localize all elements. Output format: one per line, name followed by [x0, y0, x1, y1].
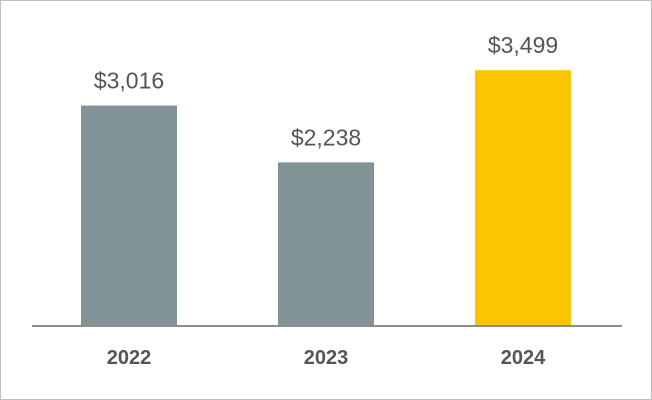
bars-group [81, 70, 571, 327]
bar-2022 [81, 105, 177, 327]
value-labels-group: $3,016 $2,238 $3,499 [94, 32, 558, 150]
category-label-2023: 2023 [304, 347, 349, 369]
bar-2023 [278, 162, 374, 326]
value-label-2023: $2,238 [291, 124, 361, 150]
category-label-2022: 2022 [107, 347, 152, 369]
category-label-2024: 2024 [501, 347, 546, 369]
category-labels-group: 2022 2023 2024 [107, 347, 546, 369]
bar-2024 [475, 70, 571, 326]
value-label-2022: $3,016 [94, 68, 164, 94]
value-label-2024: $3,499 [488, 32, 558, 58]
